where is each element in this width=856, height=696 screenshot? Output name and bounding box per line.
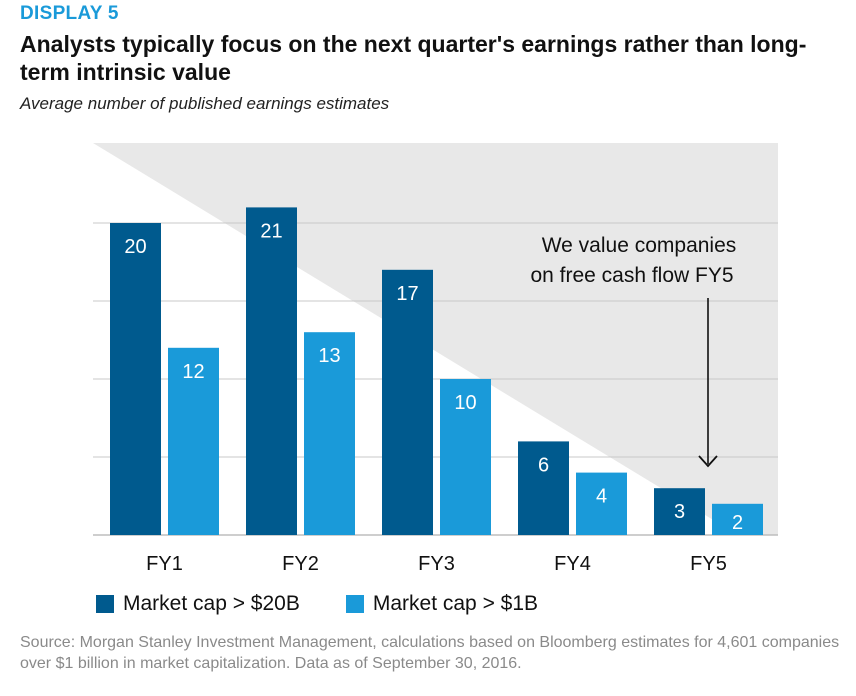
data-label: 21 [260, 220, 282, 242]
legend-label-large-cap: Market cap > $20B [123, 592, 300, 615]
source-note: Source: Morgan Stanley Investment Manage… [20, 634, 840, 672]
data-label: 13 [318, 345, 340, 367]
data-label: 2 [732, 512, 743, 534]
x-tick-label: FY2 [282, 553, 319, 575]
annotation-line-2: on free cash flow FY5 [530, 264, 733, 287]
annotation-arrow-head [698, 455, 718, 468]
legend-label-mid-cap: Market cap > $1B [372, 592, 539, 615]
bar-large-cap-fy3 [382, 269, 433, 535]
bar-mid-cap-fy3 [440, 379, 491, 535]
bar-mid-cap-fy1 [168, 347, 219, 535]
x-tick-label: FY3 [418, 553, 455, 575]
x-tick-label: FY1 [146, 553, 183, 575]
legend-item-mid-cap: Market cap > $1B [345, 592, 539, 616]
data-label: 17 [396, 283, 418, 305]
bar-mid-cap-fy5 [712, 503, 763, 535]
bar-mid-cap-fy4 [576, 472, 627, 535]
data-label: 6 [538, 454, 549, 476]
display-label: DISPLAY 5 [20, 3, 119, 24]
data-label: 20 [124, 236, 146, 258]
data-label: 3 [674, 501, 685, 523]
chart-headline: Analysts typically focus on the next qua… [20, 31, 807, 85]
legend: Market cap > $20B Market cap > $1B [96, 592, 538, 616]
data-label: 12 [182, 361, 204, 383]
legend-swatch-mid-cap [345, 595, 364, 613]
bar-large-cap-fy4 [518, 441, 569, 535]
legend-item-large-cap: Market cap > $20B [96, 592, 300, 616]
x-tick-label: FY4 [554, 553, 591, 575]
bar-mid-cap-fy2 [304, 332, 355, 535]
data-label: 4 [596, 486, 607, 508]
x-tick-label: FY5 [690, 553, 727, 575]
bar-large-cap-fy5 [654, 488, 705, 535]
bar-large-cap-fy1 [110, 223, 161, 535]
bar-large-cap-fy2 [246, 207, 297, 535]
annotation-line-1: We value companies [542, 234, 737, 257]
data-label: 10 [454, 392, 476, 414]
chart-subtitle: Average number of published earnings est… [20, 94, 390, 113]
legend-swatch-large-cap [96, 595, 114, 613]
